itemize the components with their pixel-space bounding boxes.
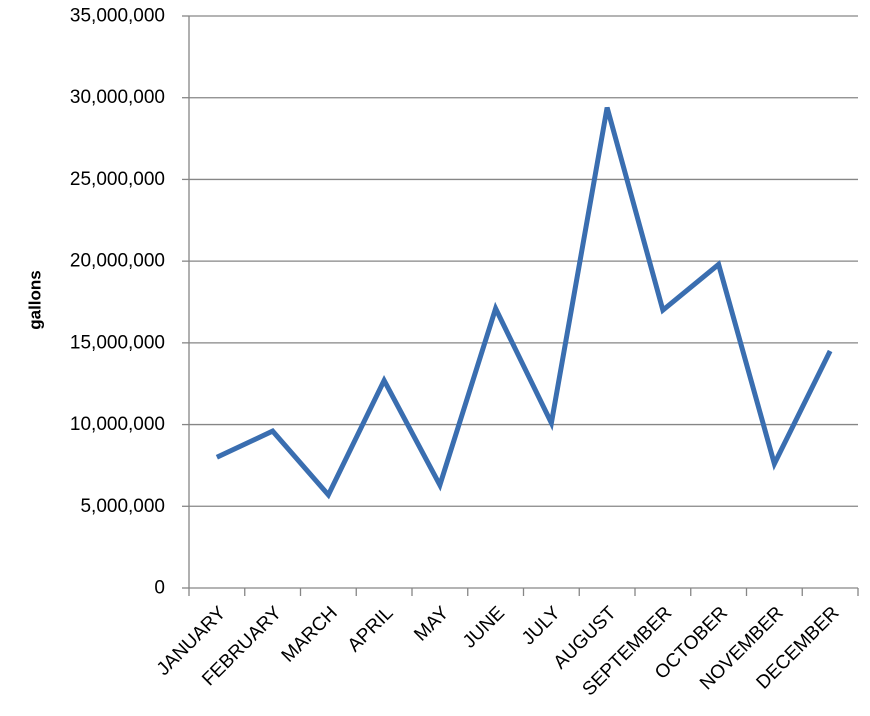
x-tick-label: JULY	[518, 602, 565, 649]
y-tick-label: 35,000,000	[70, 6, 165, 27]
x-tick-label: MARCH	[278, 603, 342, 667]
y-axis-tick-labels: 0 5,000,000 10,000,000 15,000,000 20,000,000…	[70, 6, 165, 599]
y-tick-label: 20,000,000	[70, 251, 165, 272]
x-tick-label: MAY	[410, 602, 453, 645]
y-tick-label: 0	[154, 578, 165, 599]
y-tick-label: 15,000,000	[70, 332, 165, 353]
y-tick-label: 25,000,000	[70, 169, 165, 190]
y-tick-label: 10,000,000	[70, 414, 165, 435]
series-line	[215, 106, 833, 500]
x-tick-label: APRIL	[344, 603, 398, 657]
axes	[182, 15, 859, 596]
y-axis-label: gallons	[25, 270, 44, 330]
series-group	[215, 106, 833, 500]
y-tick-label: 5,000,000	[80, 496, 165, 517]
y-tick-label: 30,000,000	[70, 87, 165, 108]
x-tick-label: JUNE	[459, 603, 509, 653]
gridlines	[189, 15, 858, 507]
